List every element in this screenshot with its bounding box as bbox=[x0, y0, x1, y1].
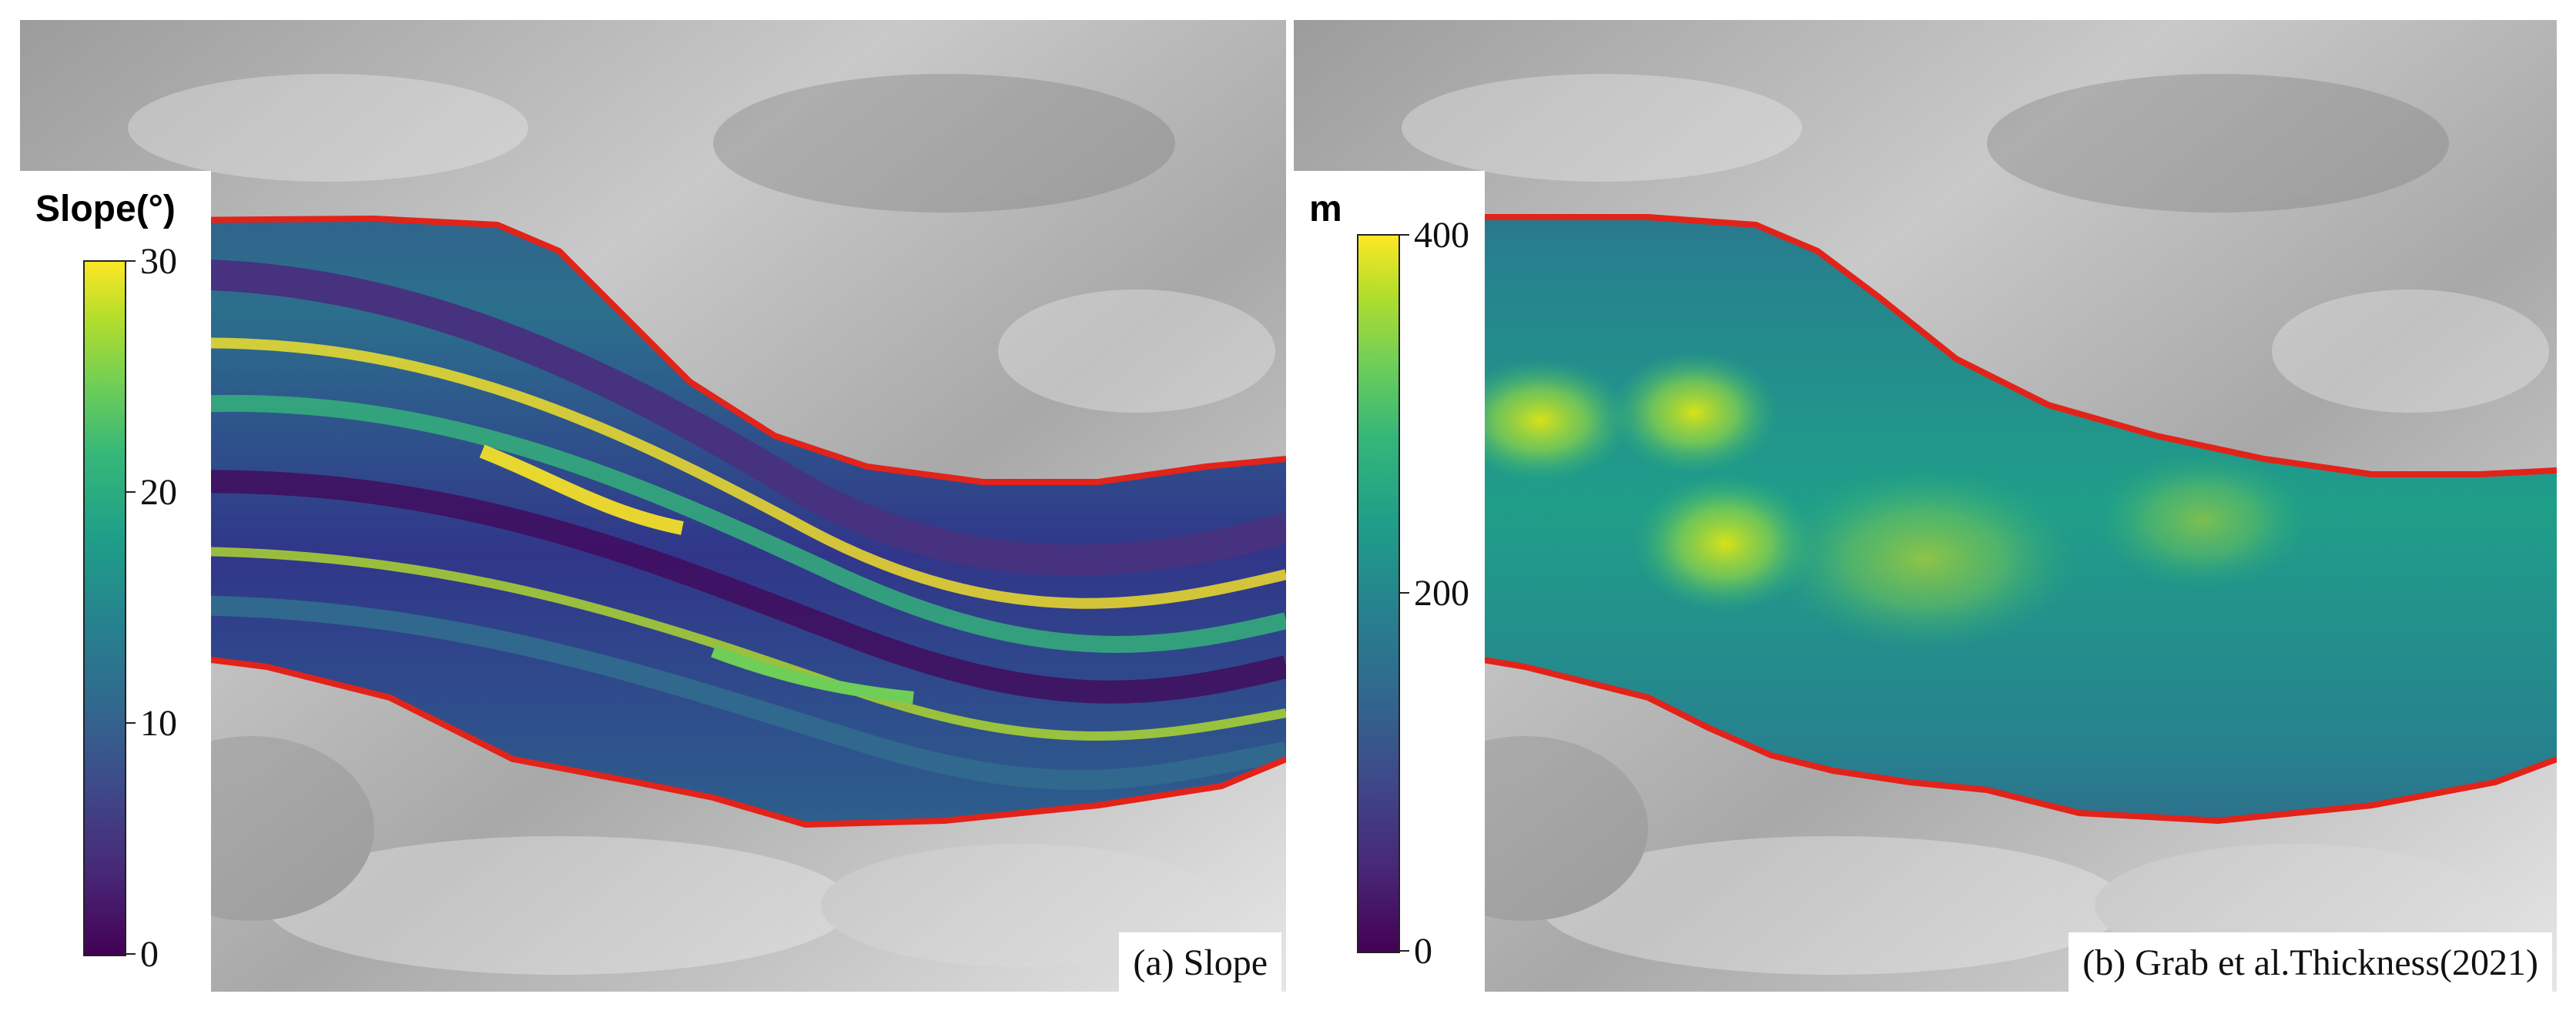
slope-colorbar: Slope(°) 0 10 20 30 bbox=[20, 171, 211, 992]
colorbar-tick-label: 0 bbox=[140, 934, 159, 975]
colorbar-tick bbox=[125, 722, 136, 724]
thickness-map-panel: m 0 200 400 (b) Grab et al.Thickness(202… bbox=[1294, 20, 2557, 992]
colorbar-tick bbox=[125, 260, 136, 262]
colorbar-tick bbox=[1399, 234, 1409, 236]
colorbar-tick-label: 10 bbox=[140, 703, 177, 744]
colorbar-tick bbox=[1399, 592, 1409, 594]
glacier-outline bbox=[173, 216, 1286, 828]
colorbar-tick-label: 0 bbox=[1414, 931, 1432, 972]
slope-map bbox=[20, 20, 1286, 992]
colorbar-gradient bbox=[1357, 234, 1400, 953]
panel-label: (a) Slope bbox=[1119, 932, 1281, 992]
colorbar-tick bbox=[125, 953, 136, 955]
panel-label: (b) Grab et al.Thickness(2021) bbox=[2069, 932, 2552, 992]
colorbar-tick bbox=[1399, 950, 1409, 952]
colorbar-gradient bbox=[83, 260, 126, 956]
colorbar-tick-label: 30 bbox=[140, 241, 177, 282]
thickness-colorbar: m 0 200 400 bbox=[1294, 171, 1485, 992]
colorbar-tick bbox=[125, 491, 136, 493]
colorbar-title: m bbox=[1309, 189, 1342, 229]
colorbar-tick-label: 20 bbox=[140, 472, 177, 513]
colorbar-tick-label: 400 bbox=[1414, 215, 1469, 256]
colorbar-tick-label: 200 bbox=[1414, 573, 1469, 614]
glacier-outline bbox=[1447, 214, 2557, 824]
colorbar-title: Slope(°) bbox=[35, 189, 176, 229]
slope-map-panel: Slope(°) 0 10 20 30 (a) Slope bbox=[20, 20, 1286, 992]
